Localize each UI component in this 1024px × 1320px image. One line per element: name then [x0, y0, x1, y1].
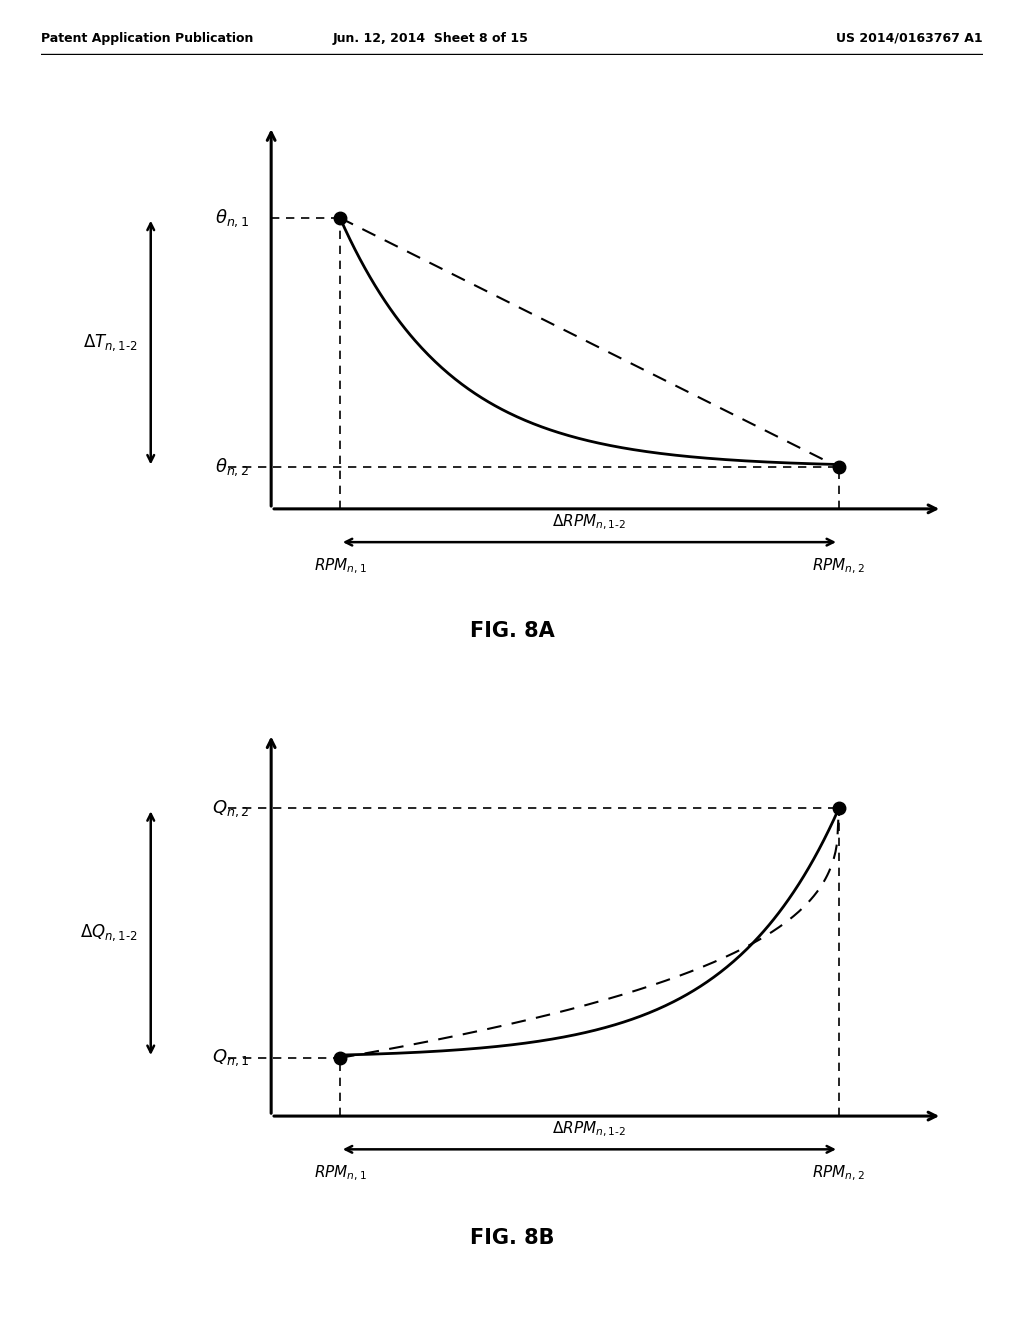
Text: $Q_{n,1}$: $Q_{n,1}$: [212, 1048, 250, 1068]
Text: $\theta_{n,2}$: $\theta_{n,2}$: [215, 457, 250, 478]
Text: US 2014/0163767 A1: US 2014/0163767 A1: [837, 32, 983, 45]
Text: $RPM_{n,1}$: $RPM_{n,1}$: [313, 557, 367, 576]
Text: FIG. 8A: FIG. 8A: [470, 622, 554, 642]
Text: $\Delta RPM_{n,1\text{-}2}$: $\Delta RPM_{n,1\text{-}2}$: [552, 512, 627, 532]
Text: $\Delta Q_{n,1\text{-}2}$: $\Delta Q_{n,1\text{-}2}$: [80, 923, 138, 944]
Text: $RPM_{n,2}$: $RPM_{n,2}$: [812, 557, 865, 576]
Text: $RPM_{n,2}$: $RPM_{n,2}$: [812, 1164, 865, 1183]
Text: $RPM_{n,1}$: $RPM_{n,1}$: [313, 1164, 367, 1183]
Text: $\Delta RPM_{n,1\text{-}2}$: $\Delta RPM_{n,1\text{-}2}$: [552, 1119, 627, 1139]
Text: Patent Application Publication: Patent Application Publication: [41, 32, 253, 45]
Text: Jun. 12, 2014  Sheet 8 of 15: Jun. 12, 2014 Sheet 8 of 15: [332, 32, 528, 45]
Text: $Q_{n,2}$: $Q_{n,2}$: [212, 799, 250, 818]
Text: FIG. 8B: FIG. 8B: [470, 1229, 554, 1249]
Text: $\theta_{n,1}$: $\theta_{n,1}$: [215, 207, 250, 228]
Text: $\Delta T_{n,1\text{-}2}$: $\Delta T_{n,1\text{-}2}$: [83, 333, 138, 352]
